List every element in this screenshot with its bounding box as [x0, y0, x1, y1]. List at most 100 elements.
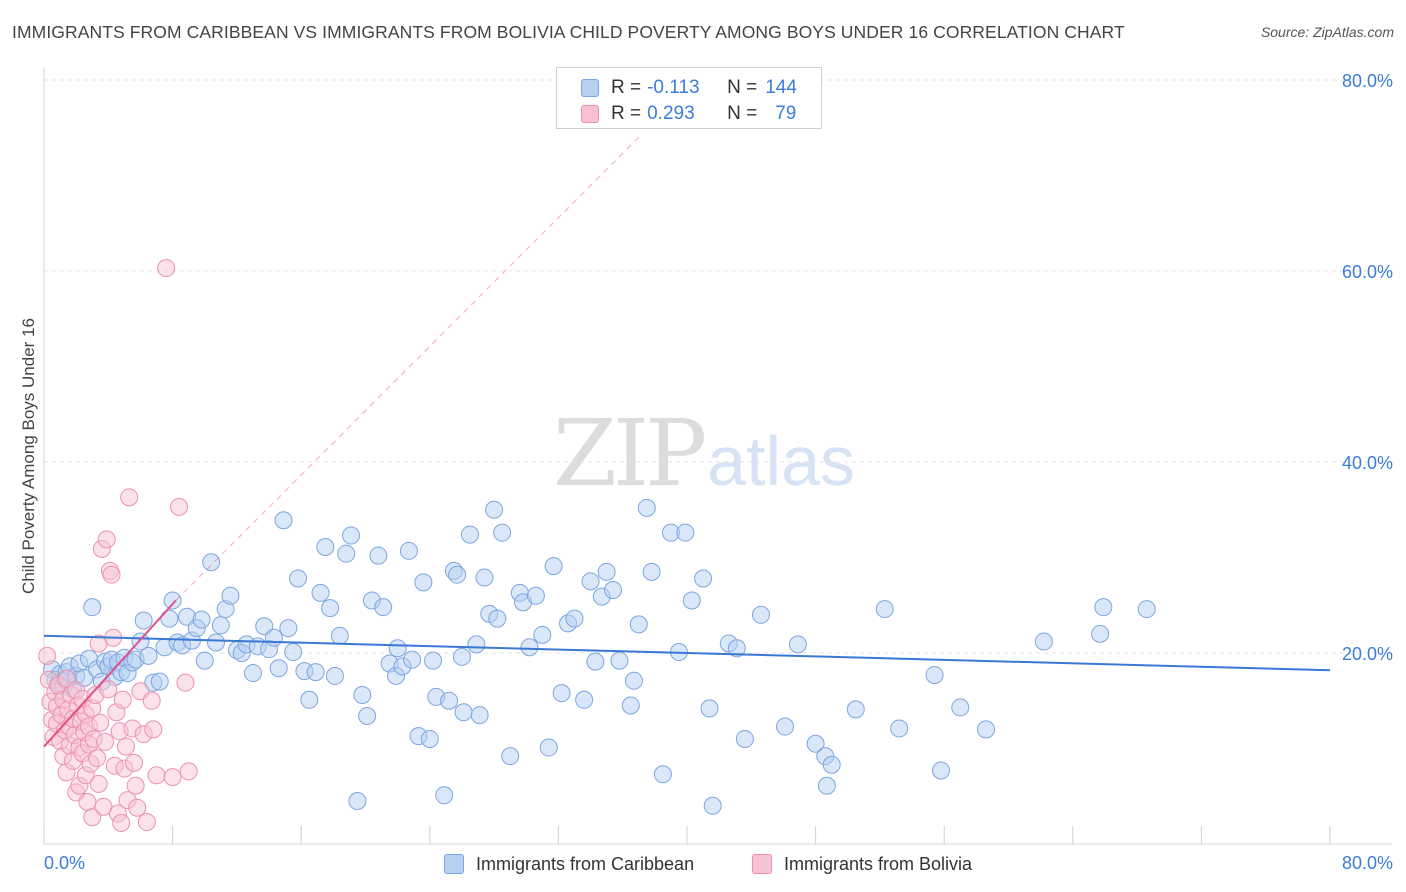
bolivia-point	[120, 488, 139, 507]
caribbean-point	[976, 720, 995, 739]
tick-labels: 20.0% 40.0% 60.0% 80.0% 0.0% 80.0%	[44, 71, 1393, 873]
caribbean-point	[751, 605, 770, 624]
bolivia-point	[126, 776, 145, 795]
caribbean-point	[1091, 624, 1110, 643]
bolivia-point	[96, 732, 115, 751]
caribbean-point	[470, 706, 489, 725]
bolivia-point	[99, 680, 118, 699]
axes	[43, 68, 1392, 845]
bolivia-point	[179, 762, 198, 781]
r-label: R =	[611, 77, 642, 98]
bolivia-point	[170, 497, 189, 516]
caribbean-point	[163, 591, 182, 610]
bolivia-point	[83, 808, 102, 827]
caribbean-point	[624, 671, 643, 690]
caribbean-point	[279, 619, 298, 638]
caribbean-point	[454, 703, 473, 722]
correlation-legend: R = -0.113 N = 144 R = 0.293 N = 79	[556, 67, 822, 129]
bolivia-n-value: 79	[775, 103, 797, 124]
caribbean-point	[694, 569, 713, 588]
bolivia-point	[137, 813, 156, 832]
caribbean-point	[526, 586, 545, 605]
caribbean-point	[501, 747, 520, 766]
caribbean-point	[420, 729, 439, 748]
bolivia-point	[57, 669, 76, 688]
caribbean-points	[43, 498, 1156, 815]
caribbean-point	[321, 599, 340, 618]
caribbean-point	[342, 526, 361, 545]
caribbean-point	[676, 523, 695, 542]
caribbean-point	[817, 776, 836, 795]
caribbean-point	[139, 646, 158, 665]
caribbean-point	[337, 544, 356, 563]
caribbean-point	[202, 553, 221, 572]
bolivia-point	[176, 673, 195, 692]
caribbean-point	[369, 546, 388, 565]
caribbean-point	[565, 609, 584, 628]
caribbean-point	[539, 738, 558, 757]
n-label: N =	[727, 77, 758, 98]
caribbean-point	[316, 537, 335, 556]
caribbean-point	[604, 580, 623, 599]
caribbean-point	[806, 734, 825, 753]
caribbean-point	[195, 651, 214, 670]
caribbean-point	[788, 635, 807, 654]
caribbean-point	[460, 525, 479, 544]
bolivia-point	[113, 690, 132, 709]
trend-lines	[43, 136, 1331, 748]
caribbean-point	[475, 568, 494, 587]
caribbean-point	[637, 498, 656, 517]
caribbean-point	[274, 511, 293, 530]
caribbean-point	[727, 639, 746, 658]
bolivia-point	[157, 259, 176, 278]
bolivia-point	[128, 798, 147, 817]
caribbean-point	[243, 664, 262, 683]
n-label: N =	[727, 103, 758, 124]
caribbean-swatch	[581, 79, 599, 97]
y-tick-label: 80.0%	[1342, 71, 1393, 91]
caribbean-point	[890, 719, 909, 738]
y-axis-label: Child Poverty Among Boys Under 16	[19, 318, 38, 594]
legend-item-bolivia[interactable]: Immigrants from Bolivia	[752, 852, 972, 876]
caribbean-point	[83, 598, 102, 617]
caribbean-point	[424, 651, 443, 670]
caribbean-point	[467, 635, 486, 654]
caribbean-point	[1137, 600, 1156, 619]
bolivia-trend-extension	[175, 136, 640, 601]
caribbean-point	[581, 572, 600, 591]
caribbean-point	[776, 717, 795, 736]
caribbean-point	[160, 609, 179, 628]
legend-item-caribbean[interactable]: Immigrants from Caribbean	[444, 852, 694, 876]
caribbean-point	[288, 569, 307, 588]
bolivia-point	[116, 737, 135, 756]
caribbean-point	[575, 690, 594, 709]
caribbean-point	[269, 659, 288, 678]
caribbean-point	[435, 786, 454, 805]
caribbean-point	[207, 633, 226, 652]
caribbean-point	[493, 523, 512, 542]
caribbean-point	[134, 611, 153, 630]
caribbean-point	[388, 639, 407, 658]
bolivia-point	[38, 646, 57, 665]
caribbean-point	[1094, 598, 1113, 617]
caribbean-point	[325, 666, 344, 685]
bolivia-point	[112, 813, 131, 832]
caribbean-point	[925, 665, 944, 684]
caribbean-point	[452, 647, 471, 666]
caribbean-point	[520, 638, 539, 657]
caribbean-point	[875, 600, 894, 619]
bolivia-swatch	[581, 105, 599, 123]
caribbean-point	[682, 591, 701, 610]
caribbean-point	[488, 609, 507, 628]
caribbean-point	[192, 610, 211, 629]
caribbean-point	[586, 652, 605, 671]
caribbean-point	[353, 686, 372, 705]
caribbean-trend-line	[43, 634, 1331, 672]
caribbean-point	[846, 700, 865, 719]
y-tick-label: 20.0%	[1342, 644, 1393, 664]
caribbean-point	[621, 696, 640, 715]
caribbean-point	[150, 672, 169, 691]
caribbean-point	[348, 792, 367, 811]
legend-row-caribbean: R = -0.113 N = 144	[581, 76, 797, 100]
caribbean-point	[311, 583, 330, 602]
